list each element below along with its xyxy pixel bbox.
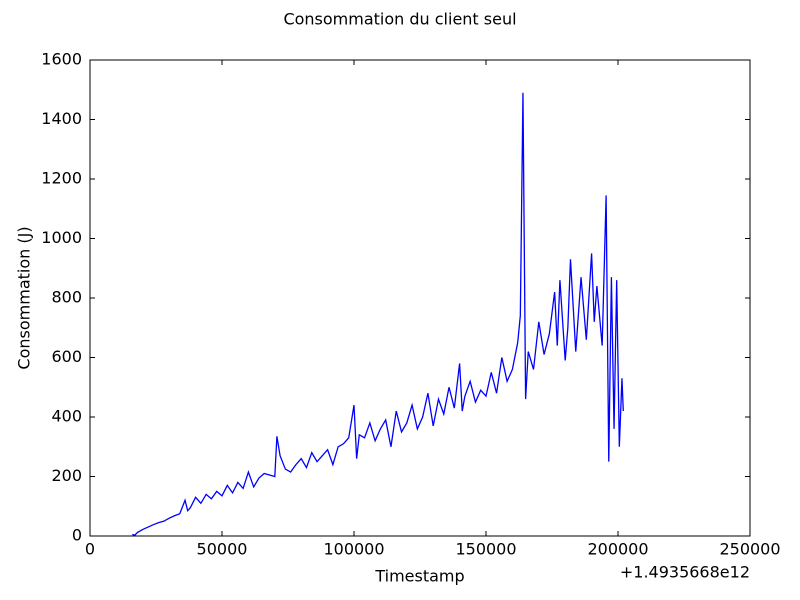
y-tick-label: 800: [51, 288, 82, 307]
x-tick-label: 250000: [719, 540, 780, 559]
y-tick-label: 1200: [41, 169, 82, 188]
y-tick-label: 600: [51, 347, 82, 366]
y-axis-label: Consommation (J): [15, 226, 34, 369]
x-axis-label: Timestamp: [374, 567, 464, 586]
chart-title: Consommation du client seul: [283, 10, 516, 29]
y-tick-label: 1600: [41, 50, 82, 69]
x-tick-label: 0: [85, 540, 95, 559]
y-tick-label: 1400: [41, 109, 82, 128]
x-tick-label: 200000: [587, 540, 648, 559]
y-tick-label: 1000: [41, 228, 82, 247]
data-line: [132, 92, 624, 536]
y-tick-label: 200: [51, 466, 82, 485]
x-tick-label: 50000: [197, 540, 248, 559]
y-tick-label: 0: [72, 526, 82, 545]
x-tick-label: 100000: [323, 540, 384, 559]
y-tick-label: 400: [51, 407, 82, 426]
x-offset-label: +1.4935668e12: [620, 563, 750, 582]
x-tick-label: 150000: [455, 540, 516, 559]
